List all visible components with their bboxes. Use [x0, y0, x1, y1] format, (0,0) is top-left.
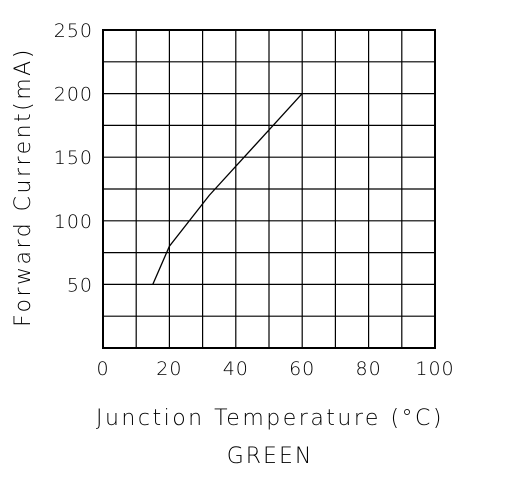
x-tick-label: 40: [223, 358, 249, 380]
y-tick-label: 250: [54, 20, 93, 42]
x-tick-label: 0: [96, 358, 109, 380]
y-tick-labels: 50 100 150 200 250: [54, 20, 93, 296]
y-axis-label: Forward Current(mA): [11, 47, 36, 327]
y-tick-label: 50: [67, 274, 93, 296]
x-tick-label: 100: [415, 358, 454, 380]
y-tick-label: 100: [54, 211, 93, 233]
grid: [103, 30, 435, 348]
x-tick-label: 20: [156, 358, 182, 380]
y-tick-label: 200: [54, 84, 93, 106]
x-tick-label: 80: [356, 358, 382, 380]
x-tick-label: 60: [289, 358, 315, 380]
x-axis-label: Junction Temperature (°C): [96, 406, 444, 431]
chart-subtitle: GREEN: [227, 444, 314, 469]
x-tick-labels: 0 20 40 60 80 100: [96, 358, 454, 380]
y-tick-label: 150: [54, 147, 93, 169]
